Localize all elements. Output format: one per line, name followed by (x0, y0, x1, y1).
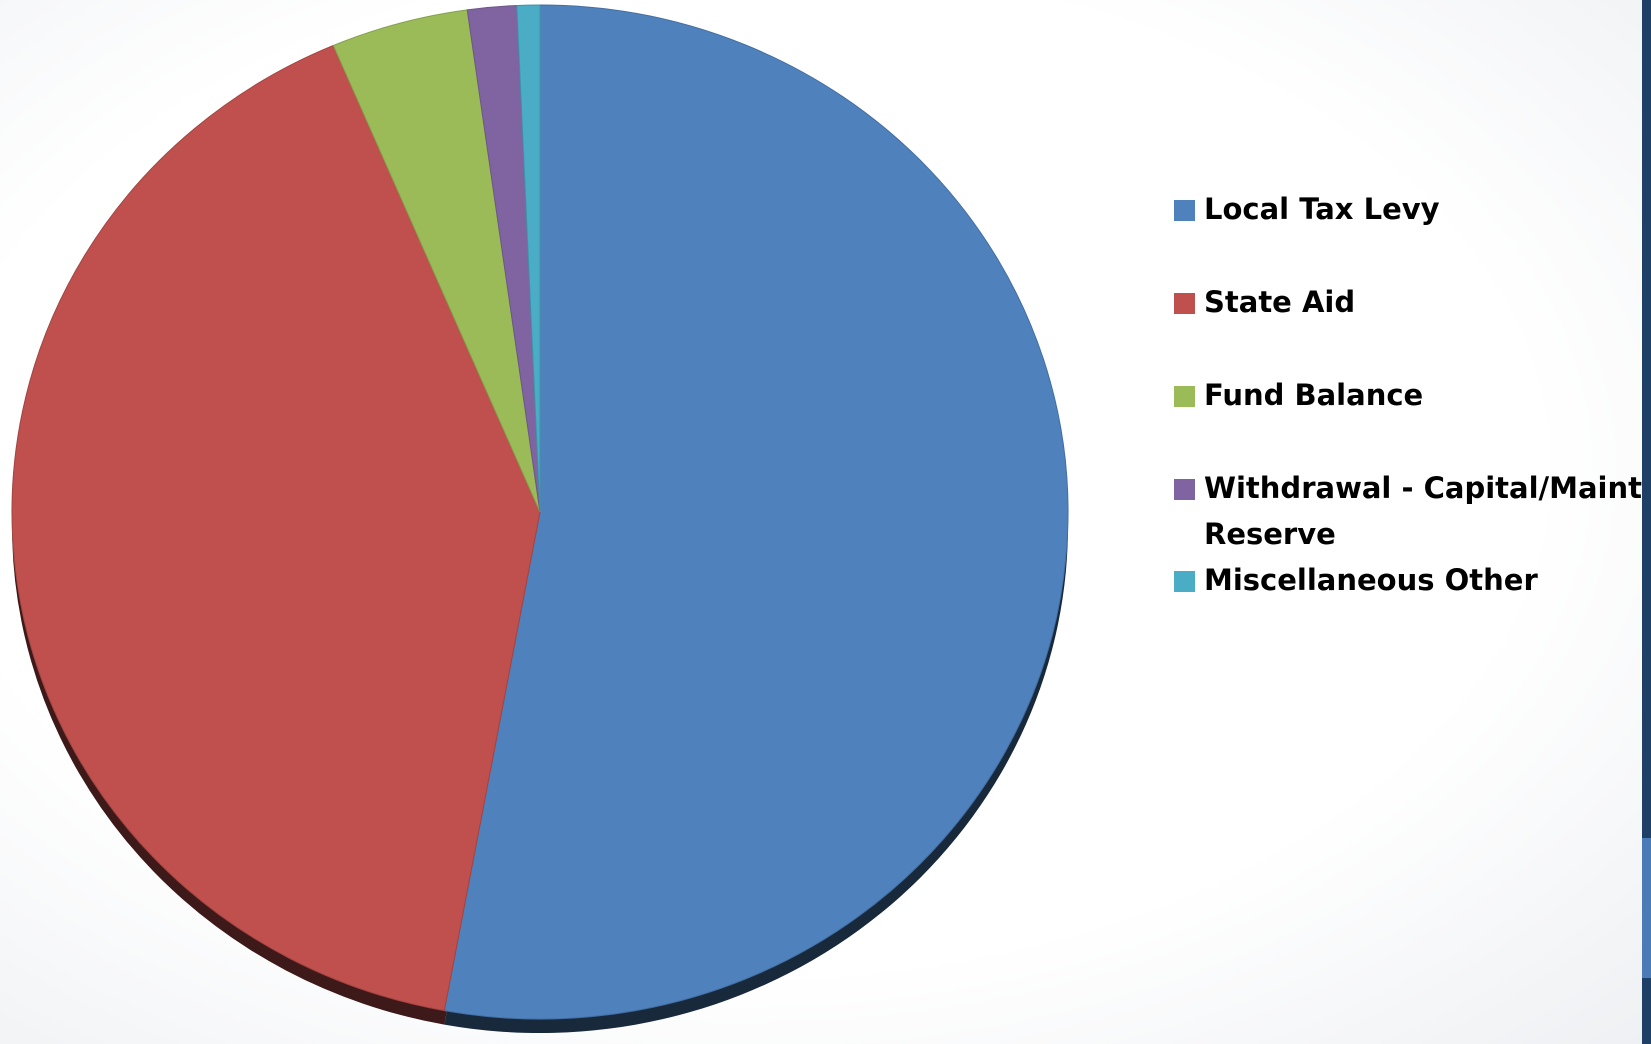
chart-legend: Local Tax Levy State Aid Fund Balance Wi… (1174, 186, 1644, 603)
legend-swatch-state-aid (1174, 293, 1195, 314)
pie-slice-local-tax-levy[interactable] (443, 4, 1069, 1020)
legend-label-miscellaneous-other: Miscellaneous Other (1204, 563, 1538, 597)
pie-slice-state-aid[interactable] (11, 44, 541, 1012)
slide-right-border-accent (1642, 838, 1651, 978)
pie-slice-miscellaneous-other[interactable] (516, 4, 541, 513)
pie-slices (11, 4, 1069, 1020)
pie-chart (11, 4, 1069, 1033)
legend-item-fund-balance[interactable]: Fund Balance (1174, 372, 1644, 418)
legend-label-withdrawal-reserve: Withdrawal - Capital/Maint Reserve (1204, 471, 1642, 551)
legend-item-state-aid[interactable]: State Aid (1174, 279, 1644, 325)
legend-label-fund-balance: Fund Balance (1204, 378, 1424, 412)
slide-right-border (1642, 0, 1651, 1044)
legend-item-local-tax-levy[interactable]: Local Tax Levy (1174, 186, 1644, 232)
legend-label-local-tax-levy: Local Tax Levy (1204, 192, 1440, 226)
legend-item-miscellaneous-other[interactable]: Miscellaneous Other (1174, 557, 1644, 603)
legend-swatch-withdrawal-reserve (1174, 479, 1195, 500)
legend-swatch-fund-balance (1174, 386, 1195, 407)
legend-item-withdrawal-reserve[interactable]: Withdrawal - Capital/Maint Reserve (1174, 465, 1644, 557)
legend-label-state-aid: State Aid (1204, 285, 1356, 319)
legend-swatch-local-tax-levy (1174, 200, 1195, 221)
legend-swatch-miscellaneous-other (1174, 571, 1195, 592)
